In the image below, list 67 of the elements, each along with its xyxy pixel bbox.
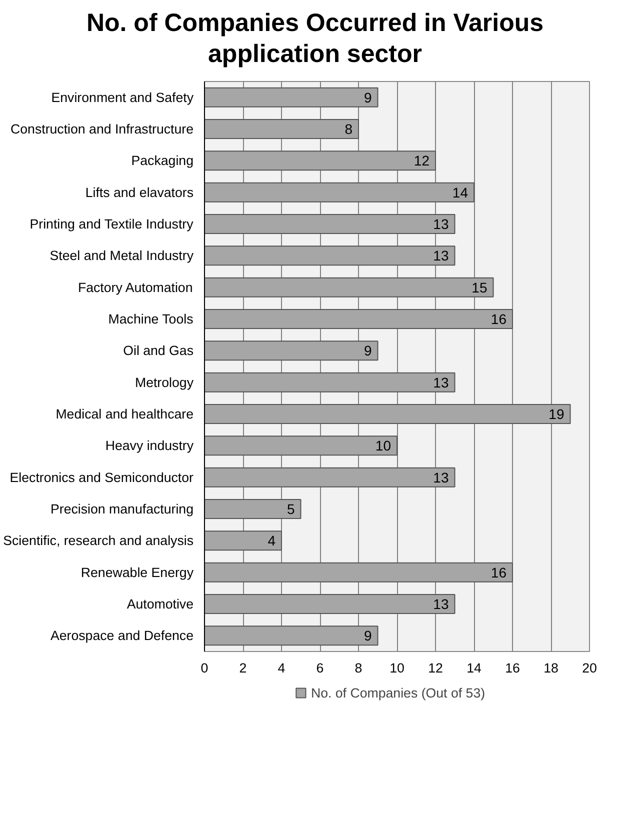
data-label: 4 [268, 532, 276, 548]
data-label: 13 [433, 247, 449, 264]
y-tick-label: Oil and Gas [123, 342, 194, 358]
bar [204, 276, 494, 297]
y-tick-label: Factory Automation [78, 279, 193, 294]
y-tick-label: Packaging [131, 152, 194, 168]
y-tick-label: Lifts and elavators [85, 184, 194, 200]
bar [204, 562, 513, 582]
data-label: 12 [414, 152, 430, 168]
y-tick-label: Medical and healthcare [56, 406, 194, 421]
x-tick-label: 12 [428, 660, 443, 675]
data-label: 19 [548, 406, 564, 422]
x-tick-label: 14 [466, 660, 482, 675]
y-tick-label: Environment and Safety [51, 89, 194, 104]
data-label: 13 [433, 374, 449, 390]
data-label: 13 [433, 468, 449, 485]
x-tick-label: 0 [200, 660, 208, 675]
bar [204, 340, 378, 360]
y-tick-label: Printing and Textile Industry [30, 216, 194, 231]
data-label: 9 [364, 627, 372, 644]
x-tick-label: 18 [544, 660, 558, 675]
bar [204, 530, 282, 550]
y-tick-label: Steel and Metal Industry [50, 248, 194, 263]
bar [204, 182, 474, 202]
x-tick-label: 10 [390, 660, 404, 675]
data-label: 5 [286, 500, 295, 516]
y-tick-label: Electronics and Semiconductor [10, 469, 194, 484]
y-tick-label: Heavy industry [105, 438, 194, 453]
data-label: 15 [472, 278, 488, 295]
bar [204, 625, 378, 646]
data-label: 10 [375, 437, 392, 454]
data-label: 13 [433, 216, 449, 232]
bar [204, 404, 571, 424]
data-label: 13 [433, 596, 449, 612]
y-tick-label: Precision manufacturing [50, 501, 194, 516]
x-tick-label: 4 [278, 660, 286, 675]
data-label: 9 [364, 342, 372, 358]
x-tick-label: 20 [582, 660, 597, 675]
y-tick-label: Renewable Energy [80, 564, 194, 580]
y-tick-label: Scientific, research and analysis [3, 532, 194, 548]
bar [204, 372, 456, 392]
x-tick-label: 2 [239, 660, 247, 675]
bar [204, 214, 456, 234]
data-label: 16 [490, 564, 507, 580]
y-tick-label: Metrology [134, 374, 194, 390]
y-tick-label: Automotive [126, 596, 194, 611]
bar [204, 308, 513, 328]
y-tick-label: Construction and Infrastructure [10, 121, 194, 136]
bar [204, 118, 359, 138]
x-tick-label: 8 [354, 660, 362, 675]
x-tick-label: 6 [316, 660, 324, 675]
data-label: 16 [490, 310, 507, 326]
bar [204, 150, 436, 170]
bar [204, 435, 398, 456]
data-label: 9 [364, 88, 372, 105]
chart-title: No. of Companies Occurred in Various application sector [86, 8, 544, 70]
bar [204, 498, 302, 518]
bar [204, 245, 456, 266]
legend-label: No. of Companies (Out of 53) [310, 685, 486, 700]
y-tick-label: Machine Tools [108, 311, 194, 326]
y-tick-label: Aerospace and Defence [50, 628, 194, 643]
bar [204, 86, 378, 107]
data-label: 8 [344, 120, 353, 136]
bar [204, 466, 456, 487]
x-tick-label: 16 [505, 660, 520, 675]
bar [204, 594, 456, 614]
data-label: 14 [452, 184, 468, 200]
